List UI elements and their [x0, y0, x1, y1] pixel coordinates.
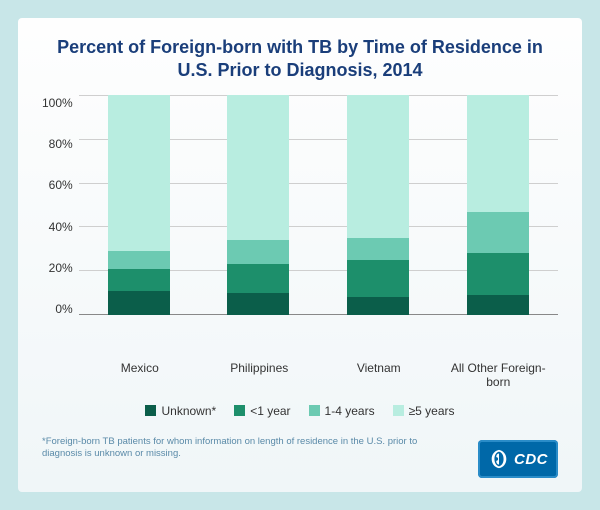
bar-segment-ge5	[347, 95, 409, 238]
bar-segment-unknown	[347, 297, 409, 315]
y-axis: 100% 80% 60% 40% 20% 0%	[42, 95, 79, 315]
bar-segment-unknown	[227, 293, 289, 315]
bar-segment-ge5	[467, 95, 529, 212]
bar-segment-1to4	[347, 238, 409, 260]
legend: Unknown* <1 year 1-4 years ≥5 years	[42, 404, 558, 418]
bar-segment-1to4	[227, 240, 289, 264]
legend-swatch	[145, 405, 156, 416]
bar	[467, 95, 529, 315]
bar-segment-ge5	[227, 95, 289, 240]
y-tick: 100%	[42, 97, 73, 109]
y-tick: 0%	[55, 303, 72, 315]
bar-segment-1to4	[467, 212, 529, 254]
cdc-logo-text: CDC	[514, 451, 548, 468]
y-tick: 40%	[49, 221, 73, 233]
legend-label: <1 year	[250, 404, 290, 418]
bar-segment-lt1	[227, 264, 289, 293]
legend-label: 1-4 years	[325, 404, 375, 418]
chart-panel: Percent of Foreign-born with TB by Time …	[18, 18, 582, 492]
cdc-logo: CDC	[478, 440, 558, 478]
bar-segment-lt1	[467, 253, 529, 295]
x-axis-labels: Mexico Philippines Vietnam All Other Foreig…	[42, 361, 558, 390]
legend-item: Unknown*	[145, 404, 216, 418]
plot-area	[79, 95, 558, 315]
y-tick: 60%	[49, 179, 73, 191]
legend-item: ≥5 years	[393, 404, 455, 418]
x-label: Philippines	[209, 361, 309, 390]
legend-label: ≥5 years	[409, 404, 455, 418]
bar-segment-1to4	[108, 251, 170, 269]
bar	[347, 95, 409, 315]
legend-label: Unknown*	[161, 404, 216, 418]
footnote: *Foreign-born TB patients for whom infor…	[42, 436, 432, 460]
bar-segment-lt1	[108, 269, 170, 291]
bar-segment-ge5	[108, 95, 170, 251]
legend-swatch	[234, 405, 245, 416]
bar	[108, 95, 170, 315]
bar	[227, 95, 289, 315]
chart-title: Percent of Foreign-born with TB by Time …	[42, 36, 558, 81]
x-label: Mexico	[90, 361, 190, 390]
legend-swatch	[309, 405, 320, 416]
bars-container	[79, 95, 558, 315]
hhs-emblem-icon	[488, 448, 510, 470]
legend-swatch	[393, 405, 404, 416]
bar-segment-lt1	[347, 260, 409, 297]
y-tick: 80%	[49, 138, 73, 150]
bar-segment-unknown	[108, 291, 170, 315]
legend-item: <1 year	[234, 404, 290, 418]
y-tick: 20%	[49, 262, 73, 274]
x-label: Vietnam	[329, 361, 429, 390]
legend-item: 1-4 years	[309, 404, 375, 418]
bar-segment-unknown	[467, 295, 529, 315]
chart-area: 100% 80% 60% 40% 20% 0%	[42, 95, 558, 355]
x-label: All Other Foreign-born	[448, 361, 548, 390]
